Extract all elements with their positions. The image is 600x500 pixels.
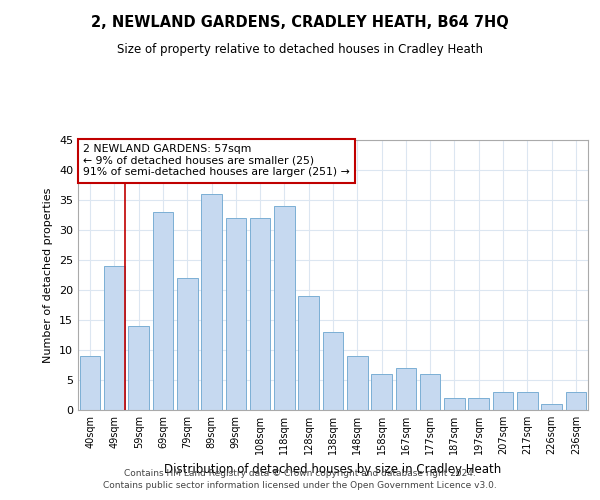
Bar bbox=[347, 356, 368, 410]
Bar bbox=[128, 326, 149, 410]
Text: Contains public sector information licensed under the Open Government Licence v3: Contains public sector information licen… bbox=[103, 481, 497, 490]
Bar bbox=[104, 266, 125, 410]
Bar bbox=[517, 392, 538, 410]
Bar bbox=[298, 296, 319, 410]
Bar bbox=[541, 404, 562, 410]
Bar bbox=[226, 218, 246, 410]
Y-axis label: Number of detached properties: Number of detached properties bbox=[43, 188, 53, 362]
Bar bbox=[395, 368, 416, 410]
Bar bbox=[420, 374, 440, 410]
Bar bbox=[469, 398, 489, 410]
Bar bbox=[566, 392, 586, 410]
Text: 2 NEWLAND GARDENS: 57sqm
← 9% of detached houses are smaller (25)
91% of semi-de: 2 NEWLAND GARDENS: 57sqm ← 9% of detache… bbox=[83, 144, 350, 178]
Bar bbox=[80, 356, 100, 410]
Text: Size of property relative to detached houses in Cradley Heath: Size of property relative to detached ho… bbox=[117, 42, 483, 56]
Text: 2, NEWLAND GARDENS, CRADLEY HEATH, B64 7HQ: 2, NEWLAND GARDENS, CRADLEY HEATH, B64 7… bbox=[91, 15, 509, 30]
Text: Contains HM Land Registry data © Crown copyright and database right 2024.: Contains HM Land Registry data © Crown c… bbox=[124, 468, 476, 477]
X-axis label: Distribution of detached houses by size in Cradley Heath: Distribution of detached houses by size … bbox=[164, 462, 502, 475]
Bar bbox=[274, 206, 295, 410]
Bar bbox=[152, 212, 173, 410]
Bar bbox=[250, 218, 271, 410]
Bar bbox=[444, 398, 465, 410]
Bar bbox=[493, 392, 514, 410]
Bar bbox=[201, 194, 222, 410]
Bar bbox=[177, 278, 197, 410]
Bar bbox=[371, 374, 392, 410]
Bar bbox=[323, 332, 343, 410]
